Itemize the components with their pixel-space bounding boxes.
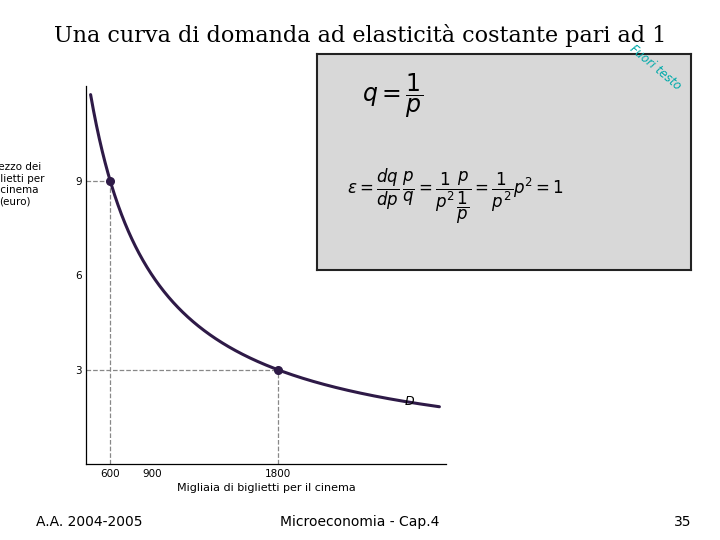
X-axis label: Migliaia di biglietti per il cinema: Migliaia di biglietti per il cinema <box>177 483 356 494</box>
Text: $q = \dfrac{1}{p}$: $q = \dfrac{1}{p}$ <box>361 71 423 120</box>
Text: Una curva di domanda ad elasticità costante pari ad 1: Una curva di domanda ad elasticità costa… <box>54 24 666 48</box>
Text: Fuori testo: Fuori testo <box>627 42 683 93</box>
Text: A.A. 2004-2005: A.A. 2004-2005 <box>36 515 143 529</box>
Text: Microeconomia - Cap.4: Microeconomia - Cap.4 <box>280 515 440 529</box>
Y-axis label: Prezzo dei
biglietti per
il cinema
(euro): Prezzo dei biglietti per il cinema (euro… <box>0 162 45 207</box>
Text: $D$: $D$ <box>405 395 415 408</box>
Text: 35: 35 <box>674 515 691 529</box>
Text: $\varepsilon = \dfrac{dq}{dp}\,\dfrac{p}{q} = \dfrac{1}{p^2}\dfrac{p}{\dfrac{1}{: $\varepsilon = \dfrac{dq}{dp}\,\dfrac{p}… <box>347 166 564 226</box>
